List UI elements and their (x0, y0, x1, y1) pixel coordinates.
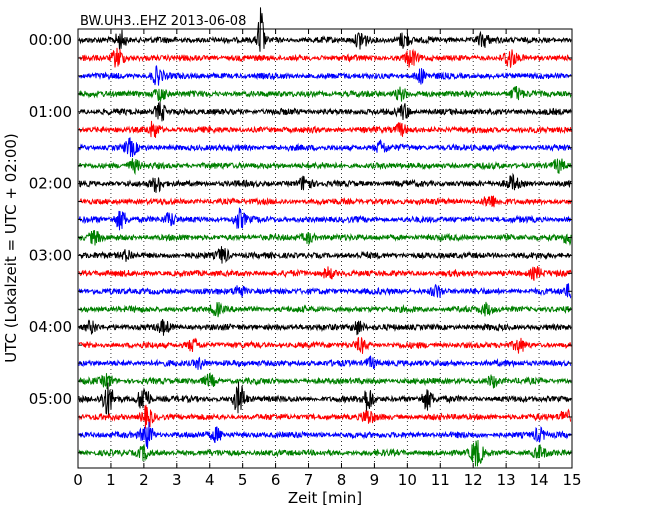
seismic-trace (78, 47, 572, 68)
seismic-trace (78, 158, 572, 176)
seismic-trace (78, 301, 572, 318)
seismic-trace (78, 195, 572, 208)
x-tick-label: 12 (464, 471, 483, 489)
seismic-trace (78, 439, 572, 467)
seismic-trace (78, 318, 572, 336)
x-tick-label: 1 (106, 471, 116, 489)
x-tick-label: 14 (530, 471, 549, 489)
chart-title: BW.UH3..EHZ 2013-06-08 (80, 14, 246, 29)
seismic-trace (78, 85, 572, 102)
seismic-trace (78, 101, 572, 122)
x-tick-label: 3 (172, 471, 182, 489)
seismic-trace (78, 137, 572, 158)
seismic-trace (78, 404, 572, 429)
seismic-trace (78, 7, 572, 52)
seismic-trace (78, 266, 572, 281)
x-tick-label: 4 (205, 471, 215, 489)
seismic-trace (78, 230, 572, 247)
x-tick-label: 7 (304, 471, 314, 489)
y-axis-ticks: 00:00 01:00 02:00 03:00 04:00 05:00 (29, 31, 572, 454)
seismic-trace (78, 336, 572, 354)
x-tick-label: 11 (431, 471, 450, 489)
x-tick-label: 5 (238, 471, 248, 489)
plot-frame (77, 28, 573, 469)
y-tick-label: 02:00 (29, 175, 72, 193)
seismic-trace (78, 355, 572, 370)
y-tick-label: 04:00 (29, 318, 72, 336)
y-tick-label: 00:00 (29, 31, 72, 49)
seismic-trace (78, 283, 572, 299)
seismic-trace (78, 120, 572, 138)
y-axis-label: UTC (Lokalzeit = UTC + 02:00) (2, 133, 20, 363)
seismic-trace (78, 65, 572, 86)
x-axis-ticks: 0 1 2 3 4 5 6 7 8 9 10 11 12 13 14 15 (73, 29, 582, 489)
x-tick-label: 10 (398, 471, 417, 489)
x-axis-label: Zeit [min] (288, 489, 362, 507)
x-tick-label: 8 (337, 471, 347, 489)
seismic-trace (78, 372, 572, 390)
seismic-trace (78, 207, 572, 231)
traces-group (78, 7, 572, 467)
x-tick-label: 13 (497, 471, 516, 489)
x-tick-label: 6 (271, 471, 281, 489)
x-tick-label: 2 (139, 471, 149, 489)
x-tick-label: 0 (73, 471, 83, 489)
y-tick-label: 05:00 (29, 390, 72, 408)
x-tick-label: 15 (562, 471, 581, 489)
y-tick-label: 03:00 (29, 246, 72, 264)
y-tick-label: 01:00 (29, 103, 72, 121)
x-tick-label: 9 (370, 471, 380, 489)
seismic-trace (78, 421, 572, 449)
seismic-trace (78, 381, 572, 417)
seismic-trace (78, 246, 572, 264)
seismic-trace (78, 172, 572, 193)
